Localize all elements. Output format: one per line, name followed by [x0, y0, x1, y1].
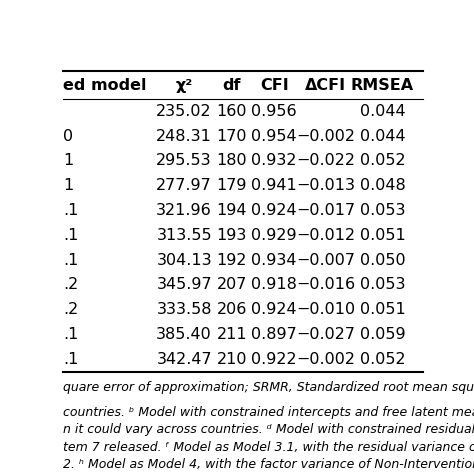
- Text: 0.052: 0.052: [360, 352, 405, 367]
- Text: 0.044: 0.044: [360, 104, 405, 119]
- Text: 313.55: 313.55: [156, 228, 212, 243]
- Text: 0.924: 0.924: [251, 302, 297, 317]
- Text: 235.02: 235.02: [156, 104, 212, 119]
- Text: 206: 206: [217, 302, 247, 317]
- Text: n it could vary across countries. ᵈ Model with constrained residual va: n it could vary across countries. ᵈ Mode…: [63, 423, 474, 436]
- Text: .2: .2: [63, 277, 78, 292]
- Text: χ²: χ²: [175, 78, 193, 92]
- Text: 0.922: 0.922: [251, 352, 297, 367]
- Text: −0.027: −0.027: [296, 327, 355, 342]
- Text: 0.897: 0.897: [251, 327, 297, 342]
- Text: 342.47: 342.47: [156, 352, 212, 367]
- Text: 0.051: 0.051: [360, 302, 405, 317]
- Text: 210: 210: [217, 352, 247, 367]
- Text: 193: 193: [217, 228, 247, 243]
- Text: 0.929: 0.929: [251, 228, 297, 243]
- Text: 179: 179: [217, 178, 247, 193]
- Text: 248.31: 248.31: [156, 128, 212, 144]
- Text: 207: 207: [217, 277, 247, 292]
- Text: quare error of approximation; SRMR, Standardized root mean square: quare error of approximation; SRMR, Stan…: [63, 381, 474, 394]
- Text: 321.96: 321.96: [156, 203, 212, 218]
- Text: 0.051: 0.051: [360, 228, 405, 243]
- Text: −0.017: −0.017: [296, 203, 355, 218]
- Text: 304.13: 304.13: [156, 253, 212, 268]
- Text: 170: 170: [217, 128, 247, 144]
- Text: 0.932: 0.932: [251, 154, 297, 168]
- Text: 295.53: 295.53: [156, 154, 212, 168]
- Text: 0.050: 0.050: [360, 253, 405, 268]
- Text: −0.007: −0.007: [296, 253, 355, 268]
- Text: 277.97: 277.97: [156, 178, 212, 193]
- Text: −0.012: −0.012: [296, 228, 355, 243]
- Text: 0.918: 0.918: [251, 277, 297, 292]
- Text: 0.924: 0.924: [251, 203, 297, 218]
- Text: .1: .1: [63, 327, 78, 342]
- Text: .2: .2: [63, 302, 78, 317]
- Text: 0.059: 0.059: [360, 327, 405, 342]
- Text: 0.048: 0.048: [360, 178, 405, 193]
- Text: −0.022: −0.022: [296, 154, 355, 168]
- Text: .1: .1: [63, 253, 78, 268]
- Text: 0.052: 0.052: [360, 154, 405, 168]
- Text: CFI: CFI: [260, 78, 289, 92]
- Text: 385.40: 385.40: [156, 327, 212, 342]
- Text: 345.97: 345.97: [156, 277, 212, 292]
- Text: 194: 194: [217, 203, 247, 218]
- Text: −0.016: −0.016: [296, 277, 355, 292]
- Text: 180: 180: [217, 154, 247, 168]
- Text: countries. ᵇ Model with constrained intercepts and free latent means: countries. ᵇ Model with constrained inte…: [63, 406, 474, 419]
- Text: −0.002: −0.002: [296, 128, 355, 144]
- Text: RMSEA: RMSEA: [351, 78, 414, 92]
- Text: 0.934: 0.934: [251, 253, 297, 268]
- Text: 1: 1: [63, 154, 73, 168]
- Text: 0.053: 0.053: [360, 277, 405, 292]
- Text: 211: 211: [217, 327, 247, 342]
- Text: −0.002: −0.002: [296, 352, 355, 367]
- Text: 1: 1: [63, 178, 73, 193]
- Text: 2. ʰ Model as Model 4, with the factor variance of Non-Intervention re: 2. ʰ Model as Model 4, with the factor v…: [63, 458, 474, 471]
- Text: .1: .1: [63, 228, 78, 243]
- Text: 0.044: 0.044: [360, 128, 405, 144]
- Text: .1: .1: [63, 352, 78, 367]
- Text: ed model: ed model: [63, 78, 146, 92]
- Text: 160: 160: [217, 104, 247, 119]
- Text: 0: 0: [63, 128, 73, 144]
- Text: 192: 192: [217, 253, 247, 268]
- Text: df: df: [223, 78, 241, 92]
- Text: ΔCFI: ΔCFI: [305, 78, 346, 92]
- Text: 0.954: 0.954: [251, 128, 297, 144]
- Text: 0.941: 0.941: [251, 178, 297, 193]
- Text: 0.956: 0.956: [251, 104, 297, 119]
- Text: 0.053: 0.053: [360, 203, 405, 218]
- Text: −0.010: −0.010: [296, 302, 355, 317]
- Text: −0.013: −0.013: [296, 178, 355, 193]
- Text: 333.58: 333.58: [156, 302, 212, 317]
- Text: .1: .1: [63, 203, 78, 218]
- Text: tem 7 released. ᶠ Model as Model 3.1, with the residual variance of: tem 7 released. ᶠ Model as Model 3.1, wi…: [63, 440, 474, 454]
